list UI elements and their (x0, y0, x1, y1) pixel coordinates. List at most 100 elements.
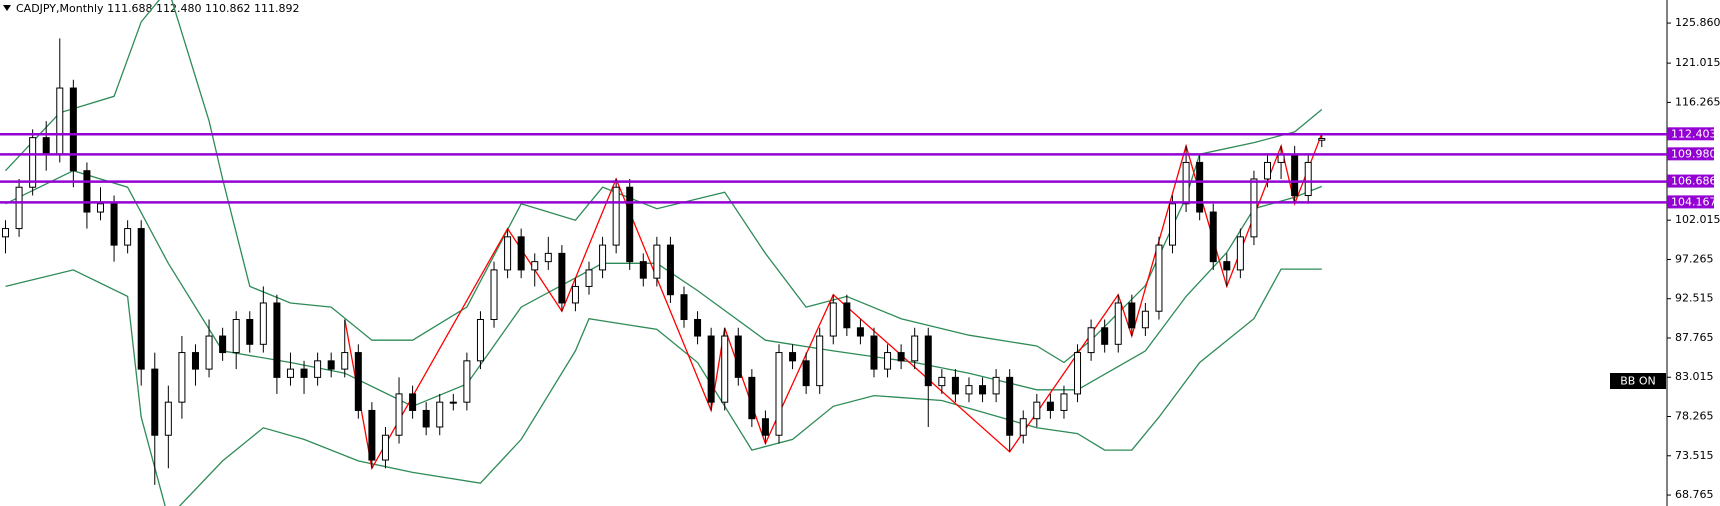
candle-body (124, 228, 132, 246)
level-label: 104.167 (1671, 195, 1717, 208)
level-tag (1667, 195, 1714, 209)
y-tick-label: 87.765 (1675, 331, 1714, 344)
candle-body (517, 236, 525, 271)
candle-body (476, 319, 484, 362)
candle-body (29, 137, 37, 188)
candle-body (219, 335, 227, 354)
candle-body (300, 368, 308, 378)
candle-body (979, 385, 987, 395)
candle-body (965, 385, 973, 395)
candle-body (151, 368, 159, 436)
candle-body (436, 401, 444, 428)
candle-body (1182, 161, 1190, 205)
candle-body (680, 294, 688, 321)
candle-body (42, 137, 50, 155)
candle-body (1291, 153, 1299, 197)
candle-body (1250, 178, 1258, 238)
candle-body (816, 335, 824, 387)
candle-body (1046, 401, 1054, 411)
candle-body (748, 376, 756, 420)
candle-body (789, 352, 797, 362)
candle-body (558, 252, 566, 304)
candle-body (585, 269, 593, 287)
candle-body (56, 87, 64, 155)
level-label: 112.403 (1671, 127, 1717, 140)
candle-body (856, 327, 864, 337)
candle-body (368, 409, 376, 461)
plot-area (2, 0, 1326, 506)
y-tick-label: 121.015 (1675, 56, 1720, 69)
candle-body (1101, 327, 1109, 345)
candle-body (381, 434, 389, 461)
candle-body (15, 186, 23, 230)
candle-body (96, 203, 104, 213)
candle-body (463, 360, 471, 403)
candle-body (422, 409, 430, 428)
candle-body (259, 302, 267, 345)
candle-body (314, 360, 322, 378)
candle-body (246, 319, 254, 345)
candle-body (449, 401, 457, 404)
level-tag (1667, 174, 1714, 188)
candle-body (531, 261, 539, 271)
candle-body (544, 252, 552, 263)
candle-body (110, 203, 118, 246)
candle-body (897, 352, 905, 362)
candle-body (775, 352, 783, 436)
candle-body (612, 186, 620, 246)
candle-body (1264, 161, 1272, 180)
level-label: 109.980 (1671, 147, 1717, 160)
candle-body (1209, 211, 1217, 263)
candle-body (1155, 244, 1163, 312)
candle-body (1074, 352, 1082, 395)
candle-body (843, 302, 851, 329)
candle-body (1006, 376, 1014, 436)
candle-body (354, 352, 362, 411)
chart-title: CADJPY,Monthly 111.688 112.480 110.862 1… (16, 2, 300, 15)
candle-body (191, 352, 199, 370)
candle-body (1019, 418, 1027, 436)
candle-body (802, 360, 810, 387)
candle-body (694, 319, 702, 337)
candle-body (870, 335, 878, 370)
candle-body (884, 352, 892, 370)
y-tick-label: 83.015 (1675, 370, 1714, 383)
candle-body (83, 170, 91, 213)
candle-body (504, 236, 512, 271)
candle-body (1114, 302, 1122, 345)
candle-body (327, 360, 335, 370)
y-tick-label: 73.515 (1675, 449, 1714, 462)
candle-body (761, 418, 769, 436)
candle-body (1196, 161, 1204, 213)
candle-body (232, 319, 240, 354)
button-label[interactable]: BB ON (1620, 375, 1655, 388)
y-tick-label: 97.265 (1675, 252, 1714, 265)
candle-body (571, 285, 579, 304)
candle-body (205, 335, 213, 370)
candle-body (639, 261, 647, 279)
candle-body (1304, 161, 1312, 197)
y-tick-label: 68.765 (1675, 488, 1714, 501)
candle-body (341, 352, 349, 370)
candle-body (409, 393, 417, 411)
level-tag (1667, 147, 1714, 161)
candle-body (938, 376, 946, 387)
level-label: 106.686 (1671, 175, 1717, 188)
candle-body (924, 335, 932, 387)
candle-body (178, 352, 186, 403)
bb-button[interactable]: BB ON (1610, 373, 1666, 389)
y-tick-label: 125.860 (1675, 16, 1720, 29)
overlay-line (5, 268, 1322, 506)
y-tick-label: 78.265 (1675, 410, 1714, 423)
candle-body (1128, 302, 1136, 329)
menu-triangle[interactable] (3, 5, 11, 11)
candle-body (1318, 138, 1326, 141)
candle-body (1169, 203, 1177, 246)
candle-body (911, 335, 919, 362)
candle-body (164, 401, 172, 436)
button-bg[interactable] (1610, 373, 1666, 389)
candle-body (137, 228, 145, 370)
candle-body (666, 244, 674, 296)
